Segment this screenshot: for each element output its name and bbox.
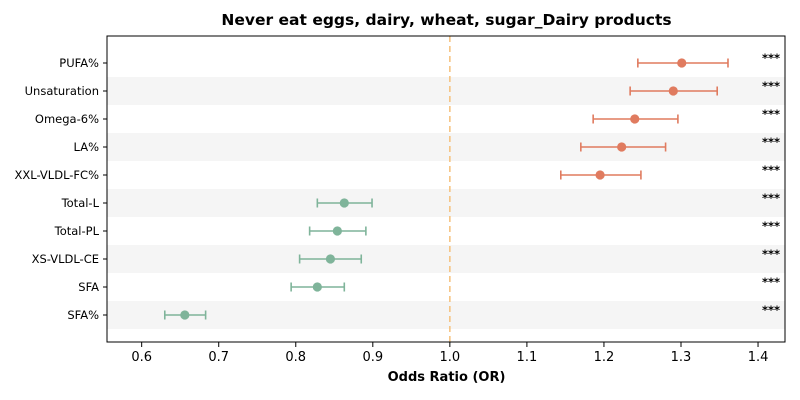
or-point — [312, 282, 322, 292]
significance-marker: *** — [762, 107, 780, 121]
x-tick-label: 0.7 — [208, 350, 229, 365]
significance-marker: *** — [762, 303, 780, 317]
row-stripe — [107, 189, 785, 217]
x-tick-label: 0.6 — [131, 350, 152, 365]
significance-marker: *** — [762, 219, 780, 233]
y-tick-label: PUFA% — [59, 56, 99, 70]
significance-marker: *** — [762, 247, 780, 261]
or-point — [595, 170, 605, 180]
row-stripe — [107, 301, 785, 329]
or-point — [617, 142, 627, 152]
significance-marker: *** — [762, 51, 780, 65]
chart-title: Never eat eggs, dairy, wheat, sugar_Dair… — [221, 11, 672, 29]
y-tick-label: Omega-6% — [35, 112, 99, 126]
significance-marker: *** — [762, 79, 780, 93]
x-axis-label: Odds Ratio (OR) — [388, 370, 506, 385]
y-tick-label: Unsaturation — [25, 84, 99, 98]
y-tick-label: XXL-VLDL-FC% — [15, 168, 100, 182]
x-tick-label: 1.1 — [517, 350, 538, 365]
x-tick-label: 1.4 — [748, 350, 769, 365]
y-tick-label: Total-PL — [54, 224, 100, 238]
y-tick-label: Total-L — [61, 196, 100, 210]
x-tick-label: 1.2 — [594, 350, 615, 365]
row-stripe — [107, 133, 785, 161]
y-tick-label: SFA% — [67, 308, 99, 322]
plot-frame — [106, 35, 786, 343]
significance-marker: *** — [762, 275, 780, 289]
or-point — [630, 114, 640, 124]
x-tick-label: 0.8 — [285, 350, 306, 365]
or-point — [668, 86, 678, 96]
x-tick-label: 0.9 — [362, 350, 383, 365]
significance-marker: *** — [762, 163, 780, 177]
y-tick-label: XS-VLDL-CE — [32, 252, 99, 266]
row-stripe — [107, 245, 785, 273]
or-point — [325, 254, 336, 264]
x-tick-label: 1.0 — [440, 350, 461, 365]
x-tick-label: 1.3 — [671, 350, 692, 365]
or-point — [180, 310, 190, 320]
significance-marker: *** — [762, 191, 780, 205]
or-point — [677, 58, 687, 68]
significance-marker: *** — [762, 135, 780, 149]
y-tick-label: LA% — [74, 140, 100, 154]
or-point — [332, 226, 342, 236]
or-point — [339, 198, 349, 208]
y-tick-label: SFA — [78, 280, 99, 294]
